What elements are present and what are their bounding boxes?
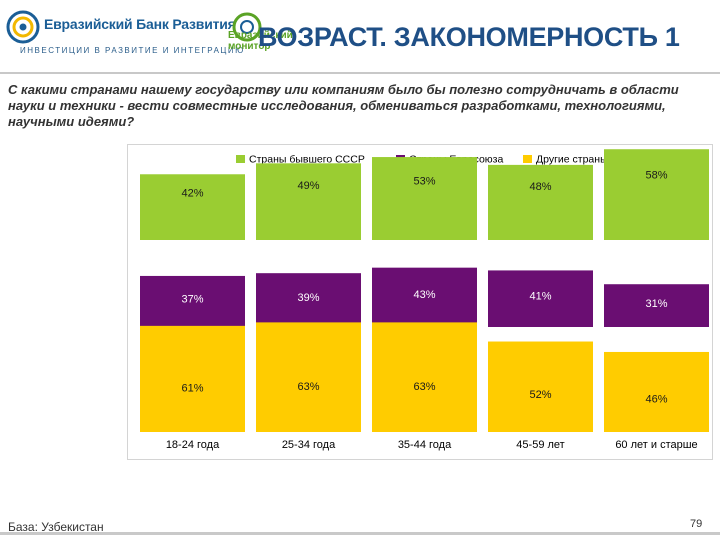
data-label-страны-бывшего-ссср-3: 53%: [413, 175, 435, 187]
data-label-страны-бывшего-ссср-4: 48%: [529, 181, 551, 193]
page-number: 79: [690, 518, 703, 530]
data-label-другие-страны-3: 63%: [413, 381, 435, 393]
legend-label-3: Другие страны: [536, 154, 608, 166]
monitor-line-2: монитор: [228, 41, 271, 52]
bar-страны-бывшего-ссср-1: [140, 174, 245, 240]
legend-label-1: Страны бывшего СССР: [249, 154, 365, 166]
bar-chart: Страны бывшего СССРСтраны ЕвросоюзаДруги…: [140, 149, 709, 451]
data-label-страны-евросоюза-1: 37%: [181, 293, 203, 305]
bar-страны-евросоюза-1: [140, 275, 245, 327]
page-title: ВОЗРАСТ. ЗАКОНОМЕРНОСТЬ 1: [258, 22, 680, 52]
data-label-страны-бывшего-ссср-2: 49%: [297, 180, 319, 192]
header-divider: [0, 72, 720, 74]
monitor-emblem-icon: [232, 12, 262, 42]
bar-страны-евросоюза-5: [604, 284, 709, 327]
bank-logo: Евразийский Банк Развития ИНВЕСТИЦИИ В Р…: [6, 8, 243, 58]
survey-question: С какими странами нашему государству или…: [8, 82, 679, 129]
bar-страны-бывшего-ссср-3: [372, 157, 477, 240]
bar-другие-страны-3: [372, 322, 477, 432]
bar-страны-бывшего-ссср-2: [256, 163, 361, 240]
category-label-4: 45-59 лет: [516, 439, 564, 451]
bank-emblem-icon: [6, 10, 40, 44]
legend-swatch-3: [523, 155, 532, 163]
data-label-страны-бывшего-ссср-5: 58%: [645, 170, 667, 182]
monitor-text: Евразийский монитор: [228, 30, 293, 52]
category-label-3: 35-44 года: [398, 439, 452, 451]
category-label-1: 18-24 года: [166, 439, 220, 451]
data-label-другие-страны-1: 61%: [181, 382, 203, 394]
bar-другие-страны-5: [604, 351, 709, 432]
data-label-другие-страны-5: 46%: [645, 393, 667, 405]
chart-frame: Страны бывшего СССРСтраны ЕвросоюзаДруги…: [127, 144, 713, 460]
monitor-logo: Евразийский монитор: [226, 12, 293, 58]
data-label-страны-евросоюза-2: 39%: [297, 292, 319, 304]
data-label-страны-евросоюза-5: 31%: [645, 298, 667, 310]
data-label-страны-бывшего-ссср-1: 42%: [181, 188, 203, 200]
monitor-line-1: Евразийский: [228, 30, 293, 41]
bar-страны-евросоюза-4: [488, 270, 593, 327]
bar-другие-страны-4: [488, 341, 593, 432]
data-label-страны-евросоюза-4: 41%: [529, 290, 551, 302]
header: Евразийский Банк Развития ИНВЕСТИЦИИ В Р…: [0, 0, 720, 72]
bar-страны-евросоюза-3: [372, 267, 477, 327]
footer-base-note: База: Узбекистан: [8, 520, 104, 534]
bank-tagline: ИНВЕСТИЦИИ В РАЗВИТИЕ И ИНТЕГРАЦИЮ: [20, 46, 245, 55]
legend-swatch-1: [236, 155, 245, 163]
footer-divider: [0, 532, 720, 535]
bar-другие-страны-2: [256, 322, 361, 432]
data-label-другие-страны-2: 63%: [297, 381, 319, 393]
data-label-другие-страны-4: 52%: [529, 389, 551, 401]
bar-другие-страны-1: [140, 325, 245, 432]
bar-страны-бывшего-ссср-5: [604, 149, 709, 240]
data-label-страны-евросоюза-3: 43%: [413, 289, 435, 301]
bar-страны-евросоюза-2: [256, 273, 361, 327]
bar-страны-бывшего-ссср-4: [488, 164, 593, 240]
bank-name: Евразийский Банк Развития: [44, 16, 236, 32]
category-label-2: 25-34 года: [282, 439, 336, 451]
category-label-5: 60 лет и старше: [615, 439, 697, 451]
